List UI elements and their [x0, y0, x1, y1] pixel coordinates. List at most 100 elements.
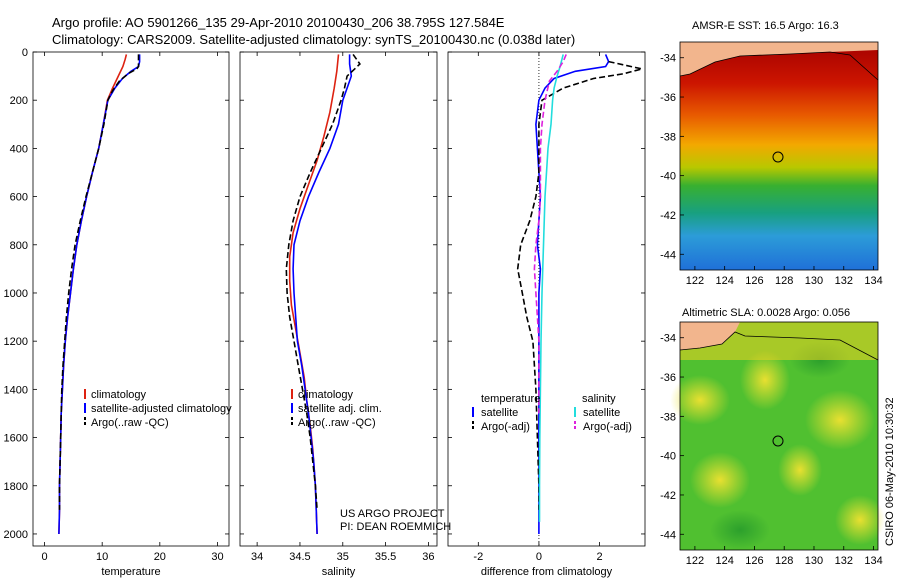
map-x-tick-label: 134 — [864, 555, 882, 567]
map-x-tick-label: 126 — [745, 555, 763, 567]
x-axis-label: difference from climatology — [481, 566, 613, 578]
series-line-satellite — [538, 54, 564, 522]
sla-blob — [670, 375, 730, 425]
legend-label: satellite-adjusted climatology — [91, 403, 232, 415]
map-x-tick-label: 124 — [715, 555, 733, 567]
sla-blob — [805, 390, 875, 450]
map-x-tick-label: 128 — [775, 275, 793, 287]
legend-label: satellite — [583, 407, 620, 419]
legend-group-title: salinity — [582, 393, 616, 405]
x-tick-label: 34.5 — [289, 551, 310, 563]
plot-frame — [239, 51, 438, 547]
map-y-tick-label: -36 — [660, 372, 676, 384]
map-y-tick-label: -44 — [660, 529, 676, 541]
x-tick-label: 30 — [211, 551, 223, 563]
y-tick-label: 2000 — [4, 529, 28, 541]
map-y-tick-label: -38 — [660, 411, 676, 423]
map-x-tick-label: 122 — [686, 275, 704, 287]
difference-panel: -2 0 2 difference from climatology temperatu… — [447, 51, 646, 578]
y-tick-label: 0 — [22, 47, 28, 59]
sst-map-title: AMSR-E SST: 16.5 Argo: 16.3 — [692, 20, 839, 32]
x-tick-label: 35.5 — [375, 551, 396, 563]
sla-land — [680, 322, 740, 350]
legend-label: climatology — [298, 389, 354, 401]
sst-map-frame — [679, 41, 879, 271]
map-y-tick-label: -40 — [660, 171, 676, 183]
map-x-tick-label: 134 — [864, 275, 882, 287]
y-tick-label: 1400 — [4, 384, 28, 396]
sst-map: 122 124 126 128 130 132 134 -34 -36 -38 -40 -42 -44 — [660, 41, 883, 287]
series-line-argo-raw-qc- — [58, 54, 140, 510]
series-line-satellite-adj-clim- — [292, 54, 353, 535]
x-tick-label: 2 — [596, 551, 602, 563]
series-line-argo-raw-qc- — [285, 53, 361, 510]
side-timestamp-label: CSIRO 06-May-2010 10:30:32 — [884, 397, 896, 546]
sst-coastline — [679, 51, 879, 81]
map-x-tick-label: 128 — [775, 555, 793, 567]
legend-label: Argo(-adj) — [583, 421, 632, 433]
map-y-tick-label: -42 — [660, 490, 676, 502]
y-tick-label: 400 — [10, 143, 28, 155]
sst-field — [680, 42, 878, 270]
pi-annotation: PI: DEAN ROEMMICH — [340, 521, 451, 533]
project-annotation: US ARGO PROJECT — [340, 508, 445, 520]
map-x-tick-label: 124 — [715, 275, 733, 287]
map-x-tick-label: 126 — [745, 275, 763, 287]
sla-blob — [835, 495, 885, 545]
plot-frame — [447, 51, 646, 547]
legend-label: satellite — [481, 407, 518, 419]
figure-title-line2: Climatology: CARS2009. Satellite-adjuste… — [52, 32, 575, 47]
map-x-tick-label: 122 — [686, 555, 704, 567]
sst-argo-marker — [772, 151, 784, 163]
series-line-satellite — [535, 54, 610, 534]
x-tick-label: 10 — [96, 551, 108, 563]
y-tick-label: 1000 — [4, 288, 28, 300]
x-tick-label: 20 — [154, 551, 166, 563]
sla-argo-marker — [772, 435, 784, 447]
x-axis-label: salinity — [322, 566, 356, 578]
legend-group-title: temperature — [481, 393, 540, 405]
sla-blob — [710, 510, 770, 550]
map-x-tick-label: 132 — [835, 555, 853, 567]
legend-label: Argo(..raw -QC) — [91, 417, 169, 429]
map-x-tick-label: 132 — [835, 275, 853, 287]
plot-frame — [32, 51, 230, 547]
figure-title-line1: Argo profile: AO 5901266_135 29-Apr-2010… — [52, 15, 505, 30]
sla-map: 122 124 126 128 130 132 134 -34 -36 -38 -40 -42 -44 — [660, 321, 885, 567]
temperature-panel: 0 10 20 30 0 200 400 600 800 1000 1200 1400 1600 1800… — [4, 47, 233, 578]
sla-map-frame — [679, 321, 879, 551]
y-tick-label: 600 — [10, 192, 28, 204]
map-y-tick-label: -42 — [660, 210, 676, 222]
map-y-tick-label: -38 — [660, 131, 676, 143]
sla-coastline — [679, 331, 879, 361]
map-y-tick-label: -44 — [660, 249, 676, 261]
x-tick-label: 0 — [41, 551, 47, 563]
map-y-tick-label: -34 — [660, 333, 676, 345]
map-y-tick-label: -36 — [660, 92, 676, 104]
legend-label: climatology — [91, 389, 147, 401]
x-tick-label: 35 — [337, 551, 349, 563]
x-tick-label: 0 — [536, 551, 542, 563]
legend-label: satellite adj. clim. — [298, 403, 382, 415]
y-tick-label: 1600 — [4, 433, 28, 445]
y-tick-label: 1200 — [4, 336, 28, 348]
y-tick-label: 800 — [10, 240, 28, 252]
map-x-tick-label: 130 — [805, 555, 823, 567]
y-tick-label: 1800 — [4, 481, 28, 493]
legend-label: Argo(-adj) — [481, 421, 530, 433]
x-tick-label: -2 — [473, 551, 483, 563]
sla-blob — [740, 350, 790, 410]
series-line-argo-adj- — [516, 60, 643, 510]
sla-map-title: Altimetric SLA: 0.0028 Argo: 0.056 — [682, 307, 850, 319]
map-x-tick-label: 130 — [805, 275, 823, 287]
map-y-tick-label: -40 — [660, 451, 676, 463]
x-axis-label: temperature — [101, 566, 160, 578]
map-y-tick-label: -34 — [660, 53, 676, 65]
salinity-panel: 34 34.5 35 35.5 36 salinity climatology satelli… — [239, 51, 438, 578]
x-tick-label: 34 — [251, 551, 263, 563]
series-line-satellite-adjusted-climatology — [58, 54, 141, 535]
legend-label: Argo(..raw -QC) — [298, 417, 376, 429]
sla-blob — [778, 444, 822, 496]
sla-blob — [690, 452, 750, 508]
x-tick-label: 36 — [422, 551, 434, 563]
